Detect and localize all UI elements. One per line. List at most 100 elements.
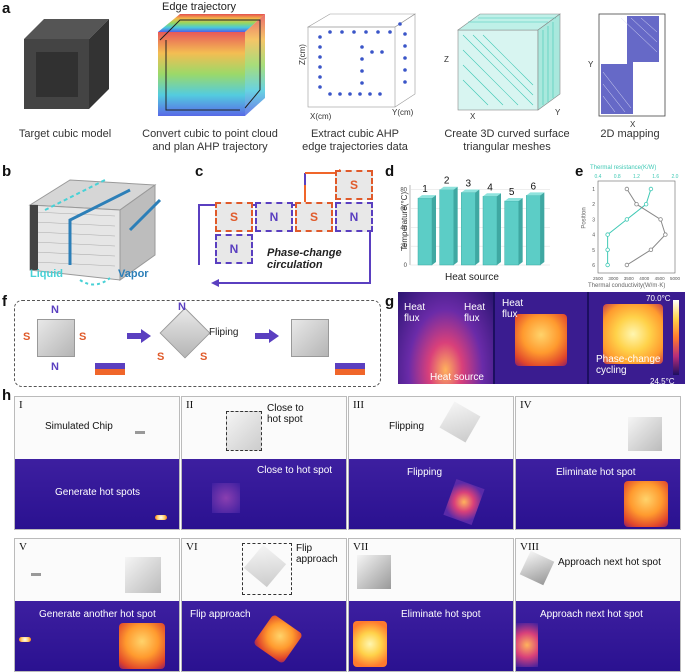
- bar-top: [483, 193, 501, 197]
- tile-image-1: [37, 319, 75, 357]
- series-point: [663, 232, 668, 237]
- frame-6-bottom-text: Flip approach: [190, 609, 251, 620]
- phase-cycling-label: Phase-change cycling: [596, 354, 661, 376]
- frame-3-bottom-text: Flipping: [407, 467, 443, 478]
- panel-g: Heat flux Heat flux Heat source Heat flu…: [398, 292, 685, 386]
- y-tick-label: 60: [400, 207, 407, 213]
- f-s-left-2: S: [157, 351, 165, 363]
- bar-label: 4: [487, 182, 493, 193]
- top-tick-label: 0.8: [614, 174, 621, 180]
- panel-label-g: g: [385, 293, 395, 310]
- bar-label: 6: [531, 181, 537, 192]
- tile-s-left: S: [215, 202, 253, 232]
- layer-s-1: [95, 369, 125, 375]
- axis-y: Y: [555, 108, 561, 117]
- panel-c: S N S N S N Phase-change circulation: [195, 165, 385, 290]
- edge-trajectory-plot: [306, 13, 417, 108]
- panel-b-cube-diagram: [28, 179, 162, 286]
- top-tick-label: 2.0: [672, 174, 679, 180]
- f-s-right-1: S: [79, 331, 87, 343]
- bar-top: [418, 195, 436, 199]
- frame-5: V Generate another hot spot: [14, 538, 180, 672]
- tile-s-mid: S: [295, 202, 333, 232]
- tile-s-top: S: [335, 170, 373, 200]
- series-point: [624, 217, 630, 222]
- tile-image-3: [291, 319, 329, 357]
- bar-label: 5: [509, 187, 515, 198]
- e-ylabel: Position: [581, 207, 588, 229]
- frame-8-roman: VIII: [520, 541, 539, 553]
- frame-1: I Simulated Chip Generate hot spots: [14, 396, 180, 530]
- bar-side: [432, 195, 436, 265]
- target-cube-image: [24, 19, 109, 109]
- bar-top: [439, 186, 458, 190]
- bottom-tick-label: 2500: [593, 276, 604, 281]
- layer-s-3: [335, 369, 365, 375]
- f-n-top-2: N: [178, 301, 186, 313]
- frame-6-top-text: Flip approach: [296, 543, 338, 565]
- panel-f: N N S S N S S Fliping: [14, 300, 381, 387]
- frame-2: II Close to hot spot Close to hot spot: [181, 396, 347, 530]
- frame-1-roman: I: [19, 399, 23, 411]
- bar-label: 2: [444, 176, 450, 187]
- series-point: [658, 217, 663, 222]
- series-line: [607, 188, 652, 265]
- frame-7: VII Eliminate hot spot: [348, 538, 514, 672]
- bar: [439, 189, 454, 266]
- y-tick-label: 40: [400, 225, 407, 231]
- f-n-top-1: N: [51, 304, 59, 316]
- y-tick-label: 20: [400, 244, 407, 250]
- layer-n-3: [335, 363, 365, 369]
- colorbar: [673, 300, 679, 375]
- panel-e: Thermal resistance(K/W) 0.4 0.8 1.2 1.6 2.0 2…: [580, 165, 685, 290]
- frame-7-roman: VII: [353, 541, 369, 553]
- y-tick-label: 5: [592, 248, 595, 254]
- axis-y-cm: Y(cm): [392, 108, 414, 117]
- y-tick-label: 1: [592, 187, 595, 193]
- bar-chart-temperatures: 0 20 40 60 80 1 2 3 4 5 6: [400, 176, 550, 269]
- series-point: [648, 247, 654, 252]
- bar-side: [497, 193, 501, 265]
- f-n-bottom-1: N: [51, 361, 59, 373]
- series-point: [605, 262, 610, 268]
- frame-2-roman: II: [186, 399, 194, 411]
- top-tick-label: 0.4: [595, 174, 602, 180]
- series-point: [605, 232, 610, 237]
- liquid-label: Liquid: [30, 268, 63, 280]
- thermal-image-2: [495, 292, 587, 384]
- arrow-right-icon: [127, 329, 151, 343]
- heat-flux-left: Heat flux: [404, 302, 426, 324]
- caption-point-cloud: Convert cubic to point cloud and plan AH…: [142, 128, 278, 153]
- panel-label-d: d: [385, 163, 395, 180]
- frame-2-bottom-text: Close to hot spot: [257, 465, 333, 476]
- bottom-tick-label: 5000: [670, 276, 681, 281]
- caption-extract-edge: Extract cubic AHP edge trajectories data: [302, 128, 408, 153]
- bar-top: [461, 189, 480, 193]
- frame-4-bottom-text: Eliminate hot spot: [556, 467, 636, 478]
- map-axis-y: Y: [588, 60, 594, 69]
- bar-side: [453, 186, 458, 265]
- d-ylabel: Temperature(°C): [400, 191, 410, 252]
- e-top-label: Thermal resistance(K/W): [590, 165, 657, 171]
- vapor-label: Vapor: [118, 268, 149, 280]
- panel-d: 0 20 40 60 80 1 2 3 4 5 6 Temperature(°C) Heat sou…: [385, 165, 565, 290]
- y-tick-label: 2: [592, 202, 595, 208]
- panel-label-h: h: [2, 387, 12, 404]
- top-tick-label: 1.2: [633, 174, 640, 180]
- frame-5-bottom-text: Generate another hot spot: [39, 609, 156, 620]
- panel-a: Target cubic model Edge trajectory Conve…: [0, 0, 685, 160]
- arrow-right-icon: [255, 329, 279, 343]
- mapping-2d-plot: [598, 13, 666, 117]
- panel-h: I Simulated Chip Generate hot spots II C…: [14, 396, 685, 672]
- bottom-tick-label: 4500: [655, 276, 666, 281]
- f-s-left-1: S: [23, 331, 31, 343]
- frame-8-top-text: Approach next hot spot: [558, 557, 661, 568]
- frame-8-bottom-text: Approach next hot spot: [540, 609, 643, 620]
- bottom-tick-label: 3500: [624, 276, 635, 281]
- panel-label-b: b: [2, 163, 12, 180]
- axis-x: X: [470, 112, 476, 121]
- frame-5-roman: V: [19, 541, 27, 553]
- series-point: [634, 202, 639, 207]
- heat-flux-right: Heat flux: [464, 302, 486, 324]
- plot-frame: [597, 180, 676, 274]
